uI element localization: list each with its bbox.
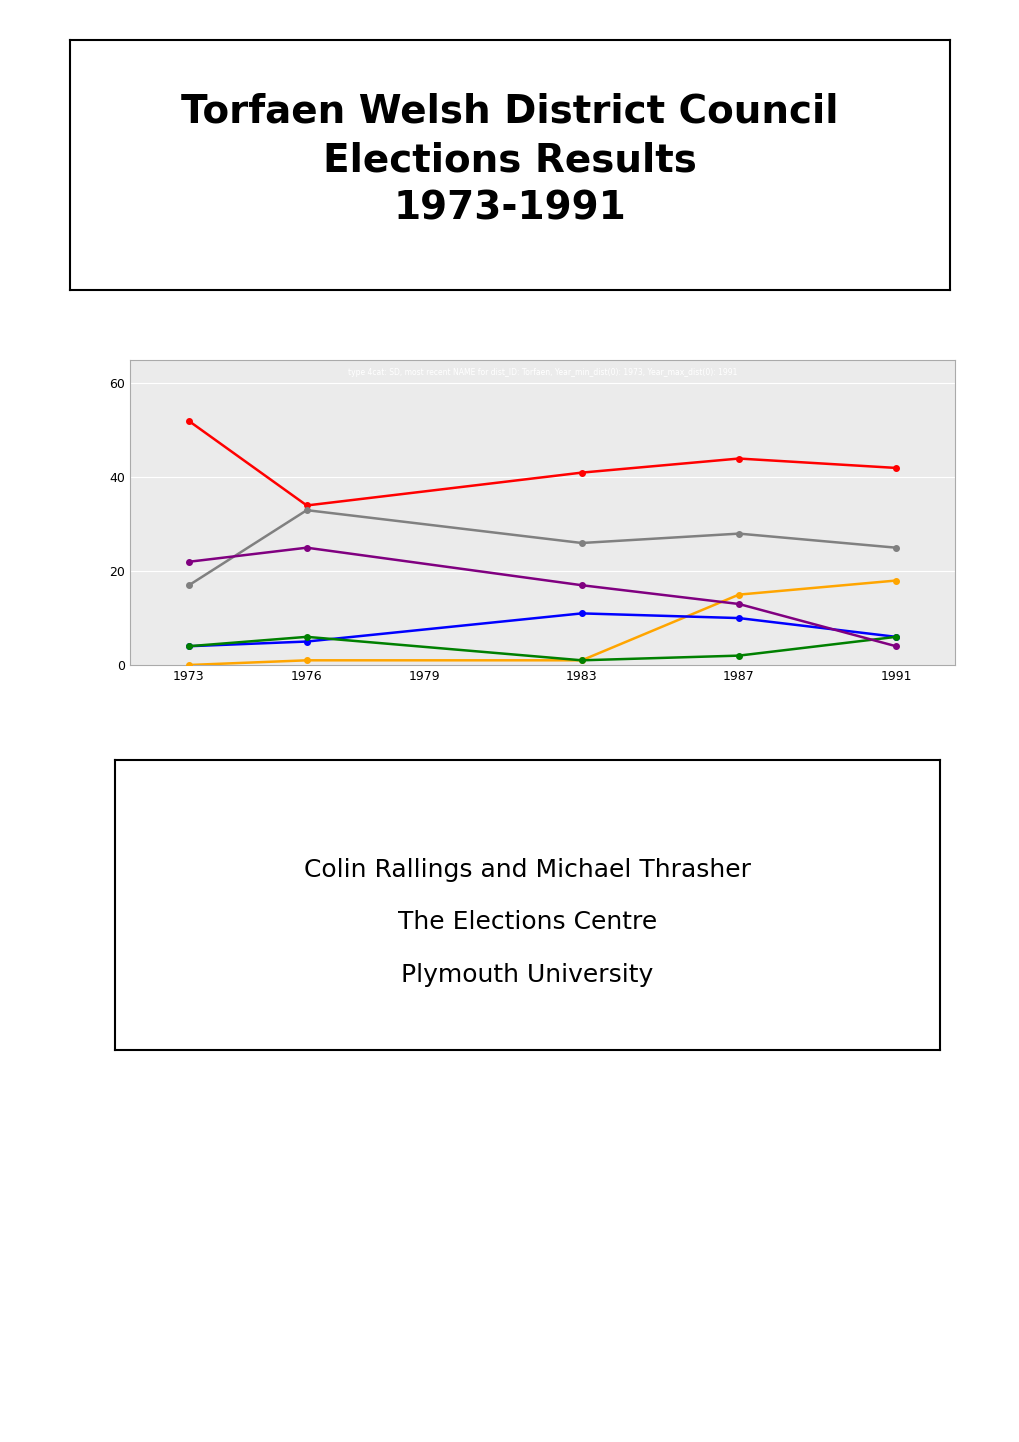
Text: type 4cat: SD, most recent NAME for dist_ID: Torfaen, Year_min_dist(0): 1973, Ye: type 4cat: SD, most recent NAME for dist… xyxy=(347,368,737,376)
Text: The Elections Centre: The Elections Centre xyxy=(397,910,656,934)
Text: Torfaen Welsh District Council
Elections Results
1973-1991: Torfaen Welsh District Council Elections… xyxy=(181,92,838,228)
Text: Plymouth University: Plymouth University xyxy=(401,963,653,986)
Text: Colin Rallings and Michael Thrasher: Colin Rallings and Michael Thrasher xyxy=(304,858,750,883)
